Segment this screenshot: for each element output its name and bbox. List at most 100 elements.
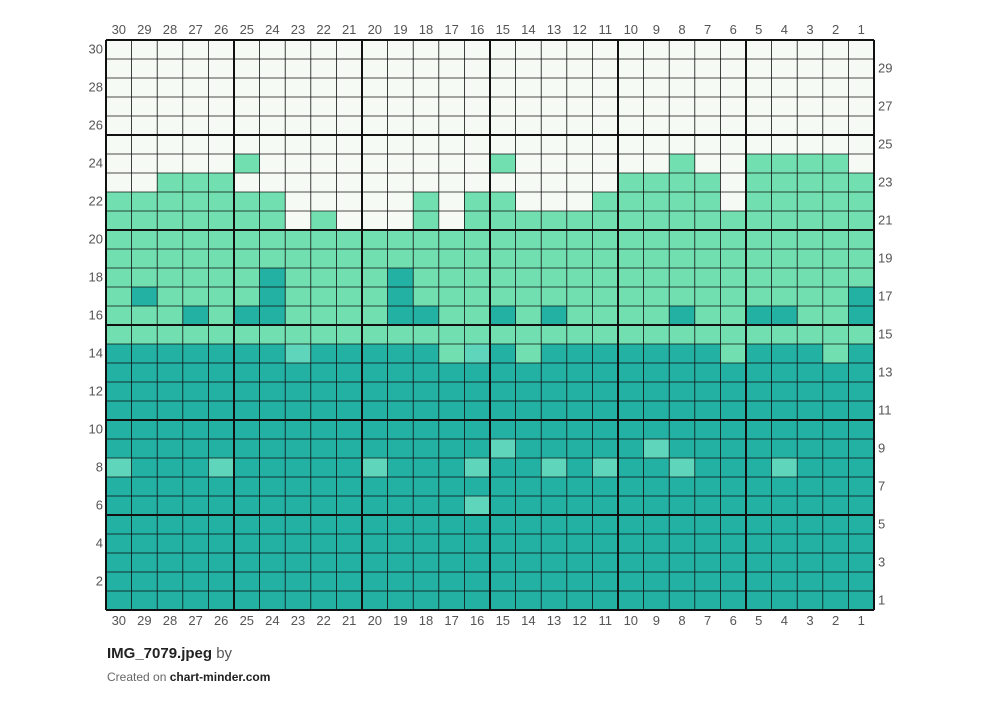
chart-cell <box>490 173 516 192</box>
chart-cell <box>336 173 362 192</box>
chart-cell <box>669 401 695 420</box>
chart-cell <box>720 344 746 363</box>
chart-cell <box>387 344 414 363</box>
chart-cell <box>720 572 746 591</box>
chart-cell <box>182 344 209 363</box>
chart-cell <box>387 382 414 401</box>
chart-cell <box>157 325 183 344</box>
chart-cell <box>413 458 439 477</box>
row-label-right: 11 <box>878 403 892 418</box>
chart-cell <box>541 192 567 211</box>
chart-cell <box>490 116 516 135</box>
chart-cell <box>822 325 849 344</box>
chart-cell <box>566 306 593 325</box>
chart-cell <box>234 401 260 420</box>
chart-cell <box>490 287 516 306</box>
row-label-right: 15 <box>878 327 892 342</box>
chart-cell <box>618 553 644 572</box>
chart-cell <box>669 534 695 553</box>
chart-cell <box>771 534 798 553</box>
chart-cell <box>643 268 670 287</box>
chart-cell <box>490 572 516 591</box>
chart-cell <box>797 477 823 496</box>
chart-cell <box>131 591 158 610</box>
chart-cell <box>259 401 286 420</box>
chart-cell <box>438 477 465 496</box>
chart-cell <box>720 154 746 173</box>
chart-cell <box>336 287 362 306</box>
chart-cell <box>694 439 721 458</box>
chart-cell <box>234 344 260 363</box>
chart-cell <box>259 173 286 192</box>
chart-cell <box>746 230 772 249</box>
chart-cell <box>694 534 721 553</box>
chart-cell <box>515 116 542 135</box>
chart-cell <box>285 534 311 553</box>
chart-cell <box>464 439 490 458</box>
chart-cell <box>669 591 695 610</box>
chart-cell <box>771 572 798 591</box>
chart-cell <box>438 116 465 135</box>
chart-cell <box>541 363 567 382</box>
chart-cell <box>797 230 823 249</box>
chart-cell <box>771 97 798 116</box>
chart-cell <box>157 78 183 97</box>
chart-cell <box>490 534 516 553</box>
chart-cell <box>643 382 670 401</box>
chart-cell <box>669 59 695 78</box>
chart-cell <box>746 458 772 477</box>
chart-cell <box>490 249 516 268</box>
chart-cell <box>618 116 644 135</box>
chart-cell <box>310 249 337 268</box>
chart-cell <box>541 553 567 572</box>
chart-cell <box>566 268 593 287</box>
chart-cell <box>208 287 234 306</box>
chart-cell <box>797 97 823 116</box>
chart-cell <box>848 344 874 363</box>
chart-cell <box>618 249 644 268</box>
chart-cell <box>362 496 388 515</box>
chart-cell <box>336 591 362 610</box>
chart-cell <box>285 40 311 59</box>
chart-cell <box>208 116 234 135</box>
chart-cell <box>182 534 209 553</box>
chart-cell <box>464 116 490 135</box>
chart-cell <box>131 439 158 458</box>
chart-cell <box>131 40 158 59</box>
chart-cell <box>182 572 209 591</box>
chart-cell <box>285 458 311 477</box>
chart-cell <box>234 40 260 59</box>
chart-cell <box>746 135 772 154</box>
chart-cell <box>106 534 132 553</box>
column-label-bottom: 15 <box>496 613 510 628</box>
column-label-bottom: 17 <box>444 613 458 628</box>
chart-cell <box>746 496 772 515</box>
chart-cell <box>208 230 234 249</box>
chart-cell <box>285 382 311 401</box>
chart-cell <box>362 515 388 534</box>
chart-cell <box>387 249 414 268</box>
chart-cell <box>669 78 695 97</box>
column-label-bottom: 9 <box>653 613 660 628</box>
chart-cells <box>106 40 874 610</box>
chart-cell <box>106 230 132 249</box>
chart-cell <box>669 382 695 401</box>
column-label-bottom: 16 <box>470 613 484 628</box>
chart-cell <box>515 344 542 363</box>
chart-cell <box>182 154 209 173</box>
chart-cell <box>234 230 260 249</box>
chart-cell <box>848 496 874 515</box>
chart-cell <box>592 97 618 116</box>
chart-cell <box>182 306 209 325</box>
chart-cell <box>157 135 183 154</box>
chart-cell <box>822 192 849 211</box>
chart-cell <box>618 382 644 401</box>
chart-cell <box>438 192 465 211</box>
chart-cell <box>131 401 158 420</box>
row-label-right: 19 <box>878 251 892 266</box>
column-label-bottom: 29 <box>137 613 151 628</box>
row-label-left: 22 <box>89 194 103 209</box>
footer-site-link[interactable]: chart-minder.com <box>169 670 271 684</box>
chart-cell <box>336 306 362 325</box>
chart-cell <box>822 173 849 192</box>
